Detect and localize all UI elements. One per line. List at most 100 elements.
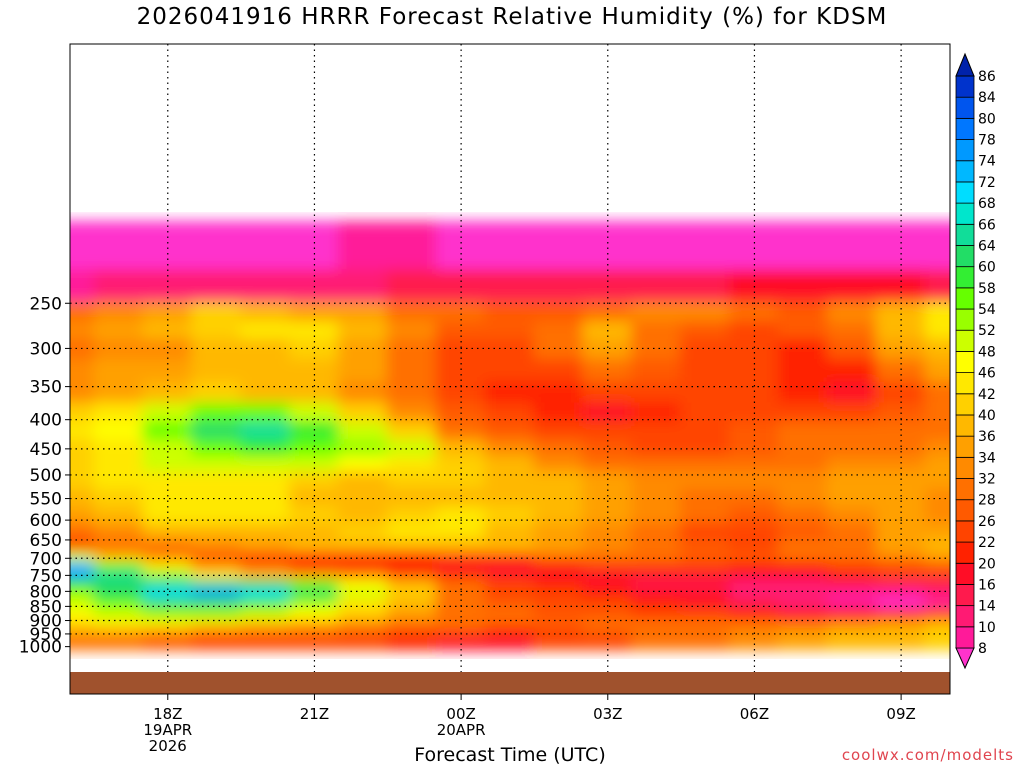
heatmap-cell xyxy=(680,636,731,651)
heatmap-cell xyxy=(93,321,145,341)
heatmap-cell xyxy=(484,359,536,384)
heatmap-cell xyxy=(533,338,585,362)
colorbar-label: 26 xyxy=(978,514,996,530)
heatmap-cell xyxy=(777,269,829,305)
site-credit-link[interactable]: coolwx.com/modelts xyxy=(841,746,1014,764)
heatmap-cell xyxy=(70,402,96,424)
heatmap-cell xyxy=(631,269,683,305)
x-tick-label: 18Z xyxy=(153,705,182,723)
heatmap-cell xyxy=(289,619,340,631)
heatmap-field xyxy=(70,220,950,651)
heatmap-cell xyxy=(70,455,96,474)
heatmap-cell xyxy=(289,421,340,442)
heatmap-cell xyxy=(777,488,829,509)
heatmap-cell xyxy=(680,302,731,324)
colorbar-swatch xyxy=(955,329,975,352)
heatmap-cell xyxy=(191,523,243,541)
heatmap-cell xyxy=(93,597,145,611)
heatmap-cell xyxy=(435,619,487,631)
x-axis-label: Forecast Time (UTC) xyxy=(414,744,606,766)
heatmap-cell xyxy=(777,588,829,600)
x-tick-label: 09Z xyxy=(886,705,915,723)
heatmap-cell xyxy=(70,269,96,305)
heatmap-cell xyxy=(924,302,950,324)
heatmap-cell xyxy=(582,471,634,491)
heatmap-cell xyxy=(240,551,291,564)
heatmap-cell xyxy=(240,597,291,611)
heatmap-cell xyxy=(240,402,291,424)
heatmap-cell xyxy=(191,608,243,622)
heatmap-cell xyxy=(191,359,243,384)
heatmap-cell xyxy=(484,471,536,491)
heatmap-cell xyxy=(70,302,96,324)
heatmap-cell xyxy=(826,338,878,362)
heatmap-cell xyxy=(337,636,389,651)
colorbar-label: 78 xyxy=(978,133,996,149)
colorbar-swatch xyxy=(955,435,975,458)
heatmap-cell xyxy=(924,269,950,305)
heatmap-cell xyxy=(484,321,536,341)
heatmap-cell xyxy=(289,488,340,509)
heatmap-cell xyxy=(729,570,780,582)
colorbar-max-arrow xyxy=(955,52,975,77)
heatmap-cell xyxy=(337,506,389,525)
heatmap-cell xyxy=(240,570,291,582)
heatmap-cell xyxy=(631,579,683,591)
y-tick-label: 950 xyxy=(30,625,62,645)
heatmap-cell xyxy=(70,338,96,362)
heatmap-cell xyxy=(533,455,585,474)
heatmap-cell xyxy=(386,338,438,362)
heatmap-cell xyxy=(631,608,683,622)
heatmap-cell xyxy=(337,439,389,458)
colorbar-swatch xyxy=(955,139,975,162)
heatmap-cell xyxy=(289,636,340,651)
heatmap-cell xyxy=(924,421,950,442)
heatmap-cell xyxy=(777,551,829,564)
heatmap-cell xyxy=(191,220,243,272)
colorbar-label: 64 xyxy=(978,238,996,254)
heatmap-cell xyxy=(631,488,683,509)
colorbar-label: 36 xyxy=(978,429,996,445)
heatmap-cell xyxy=(631,561,683,573)
heatmap-cell xyxy=(191,455,243,474)
heatmap-cell xyxy=(191,570,243,582)
heatmap-cell xyxy=(533,488,585,509)
heatmap-cell xyxy=(484,402,536,424)
colorbar-label: 42 xyxy=(978,387,996,403)
heatmap-cell xyxy=(337,588,389,600)
colorbar-swatch xyxy=(955,287,975,310)
heatmap-cell xyxy=(435,579,487,591)
heatmap-cell xyxy=(435,381,487,405)
heatmap-cell xyxy=(240,381,291,405)
heatmap-cell xyxy=(826,506,878,525)
heatmap-cell xyxy=(337,608,389,622)
heatmap-cell xyxy=(680,321,731,341)
heatmap-cell xyxy=(533,359,585,384)
heatmap-cell xyxy=(875,220,927,272)
heatmap-cell xyxy=(582,302,634,324)
heatmap-cell xyxy=(631,359,683,384)
heatmap-cell xyxy=(777,402,829,424)
heatmap-cell xyxy=(680,608,731,622)
heatmap-cell xyxy=(777,597,829,611)
heatmap-cell xyxy=(70,636,96,651)
heatmap-cell xyxy=(93,619,145,631)
heatmap-cell xyxy=(93,381,145,405)
heatmap-cell xyxy=(240,523,291,541)
colorbar-label: 8 xyxy=(978,641,987,657)
y-tick-label: 450 xyxy=(30,440,62,460)
heatmap-cell xyxy=(582,381,634,405)
heatmap-cell xyxy=(777,381,829,405)
heatmap-cell xyxy=(484,302,536,324)
heatmap-cell xyxy=(582,421,634,442)
ground-below-surface xyxy=(70,672,950,694)
heatmap-cell xyxy=(289,439,340,458)
heatmap-cell xyxy=(93,302,145,324)
heatmap-cell xyxy=(826,608,878,622)
heatmap-cell xyxy=(142,579,194,591)
heatmap-cell xyxy=(337,220,389,272)
heatmap-cell xyxy=(533,570,585,582)
heatmap-cell xyxy=(631,551,683,564)
heatmap-cell xyxy=(93,269,145,305)
heatmap-cell xyxy=(875,538,927,554)
